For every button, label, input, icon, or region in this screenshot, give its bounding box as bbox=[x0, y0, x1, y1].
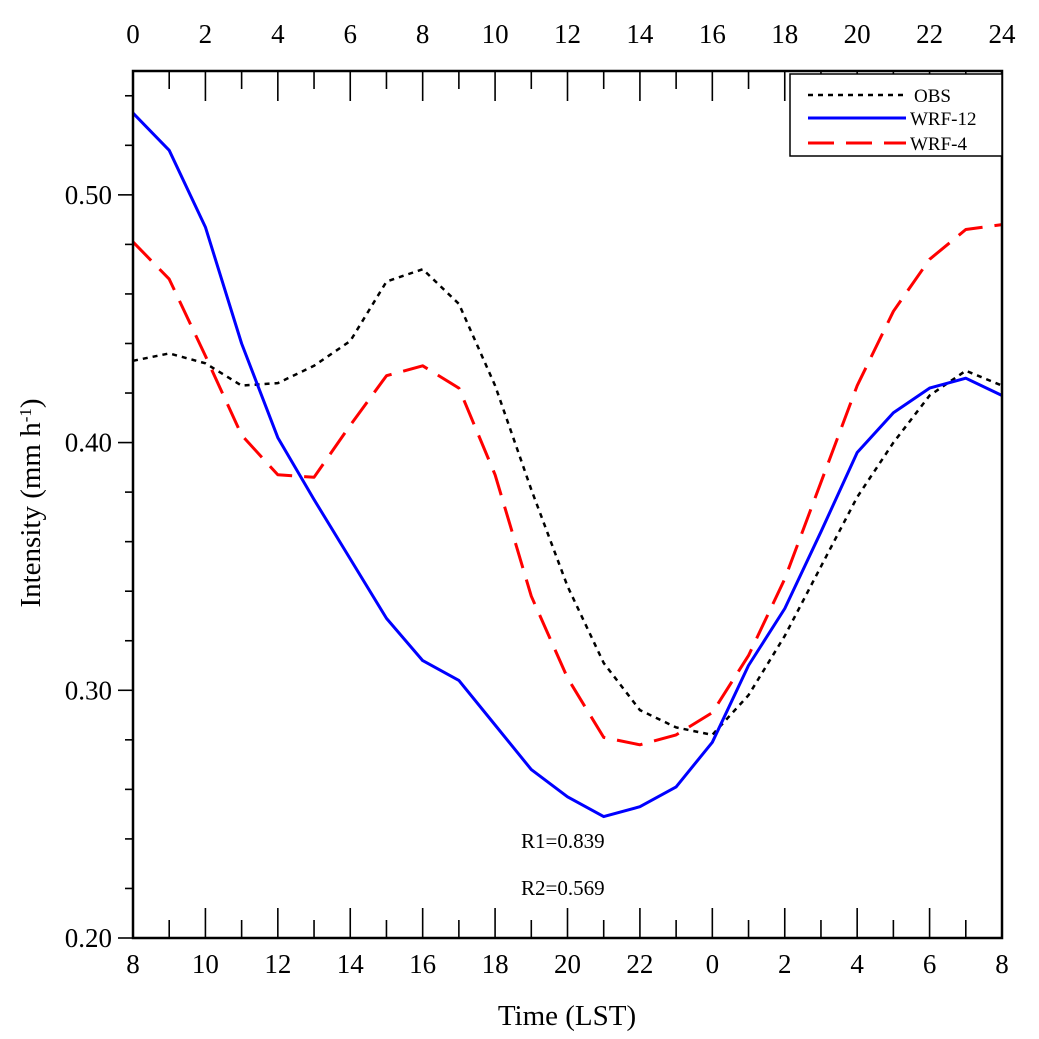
y-axis-title: Intensity (mm h-1) bbox=[15, 398, 47, 607]
x-tick-label-top: 2 bbox=[199, 19, 213, 49]
y-tick-label: 0.30 bbox=[65, 675, 112, 705]
x-axis-title: Time (LST) bbox=[498, 1000, 636, 1032]
series-lines bbox=[131, 112, 1003, 819]
x-tick-label-top: 8 bbox=[416, 19, 430, 49]
x-tick-label-bottom: 8 bbox=[995, 949, 1009, 979]
x-tick-label-bottom: 22 bbox=[626, 949, 653, 979]
annotation-r2: R2=0.569 bbox=[521, 876, 605, 900]
x-tick-label-bottom: 2 bbox=[778, 949, 792, 979]
axis-ticks: 8 10 12 14 16 18 20 22 0 2 4 6 80 2 4 6 8 10 12 14 16 18 20 22 2… bbox=[65, 19, 1016, 979]
plot-frame bbox=[131, 69, 1004, 940]
x-tick-label-bottom: 18 bbox=[482, 949, 509, 979]
x-tick-label-bottom: 14 bbox=[337, 949, 365, 979]
x-tick-label-bottom: 10 bbox=[192, 949, 219, 979]
x-tick-label-top: 6 bbox=[344, 19, 358, 49]
x-tick-label-top: 24 bbox=[989, 19, 1017, 49]
legend: OBS WRF-12 WRF-4 bbox=[789, 73, 1003, 157]
x-tick-label-top: 10 bbox=[482, 19, 509, 49]
x-tick-label-top: 16 bbox=[699, 19, 726, 49]
x-tick-label-bottom: 12 bbox=[264, 949, 291, 979]
x-tick-label-bottom: 0 bbox=[706, 949, 720, 979]
x-tick-label-top: 0 bbox=[126, 19, 140, 49]
series-line-wrf-4 bbox=[131, 223, 1003, 747]
x-tick-label-bottom: 6 bbox=[923, 949, 937, 979]
legend-label-wrf4: WRF-4 bbox=[910, 134, 968, 155]
x-tick-label-top: 12 bbox=[554, 19, 581, 49]
x-tick-label-top: 18 bbox=[771, 19, 798, 49]
legend-label-obs: OBS bbox=[914, 86, 951, 107]
y-tick-label: 0.20 bbox=[65, 923, 112, 953]
x-tick-label-top: 20 bbox=[844, 19, 871, 49]
y-axis-title-superscript: -1 bbox=[16, 408, 35, 422]
x-tick-label-top: 22 bbox=[916, 19, 943, 49]
y-axis-title-main: Intensity (mm h bbox=[15, 422, 47, 608]
x-tick-label-bottom: 4 bbox=[850, 949, 864, 979]
y-tick-label: 0.40 bbox=[65, 428, 112, 458]
x-tick-label-bottom: 20 bbox=[554, 949, 581, 979]
legend-label-wrf12: WRF-12 bbox=[910, 109, 977, 130]
series-line-wrf-12 bbox=[131, 112, 1003, 819]
y-axis-title-close: ) bbox=[15, 398, 47, 408]
x-tick-label-top: 4 bbox=[271, 19, 285, 49]
y-tick-label: 0.50 bbox=[65, 180, 112, 210]
x-tick-label-bottom: 16 bbox=[409, 949, 436, 979]
series-line-obs bbox=[132, 267, 1003, 737]
x-tick-label-bottom: 8 bbox=[126, 949, 140, 979]
x-tick-label-top: 14 bbox=[626, 19, 654, 49]
annotation-r1: R1=0.839 bbox=[521, 829, 605, 853]
